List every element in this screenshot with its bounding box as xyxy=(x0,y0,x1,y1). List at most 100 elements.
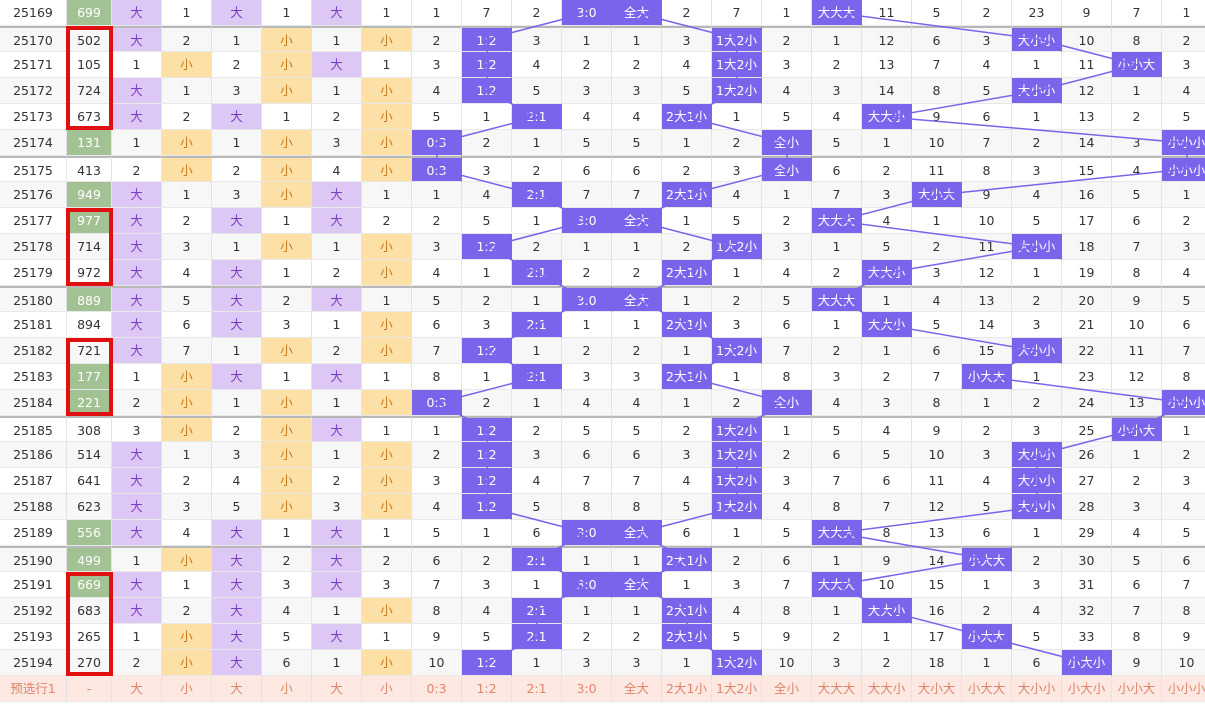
ratio-cell: 6 xyxy=(412,312,462,338)
triple-cell: 8 xyxy=(1162,364,1205,390)
footer-option-cell[interactable]: 大 xyxy=(312,676,362,702)
digit-bs-cell: 大 xyxy=(112,598,162,624)
ratio-cell: 4 xyxy=(462,598,512,624)
ratio-cell: 3 xyxy=(412,234,462,260)
triple-cell: 1 xyxy=(1012,260,1062,286)
ratio-cell: 8 xyxy=(562,494,612,520)
digit-bs-cell: 2 xyxy=(312,468,362,494)
highlight-box xyxy=(66,572,113,676)
digit-bs-cell: 大 xyxy=(212,572,262,598)
pattern-cell: 3 xyxy=(612,650,662,676)
footer-option-cell[interactable]: 全小 xyxy=(762,676,812,702)
triple-cell: 1 xyxy=(1012,104,1062,130)
period-cell: 25194 xyxy=(0,650,67,676)
ratio-cell: 1 xyxy=(512,130,562,156)
triple-cell: 6 xyxy=(962,520,1012,546)
triple-cell: 大大大 xyxy=(812,572,862,598)
ratio-cell: 1 xyxy=(462,364,512,390)
footer-option-cell[interactable]: 大 xyxy=(112,676,162,702)
ratio-cell: 1 xyxy=(512,572,562,598)
pattern-cell: 3 xyxy=(712,572,762,598)
footer-option-cell[interactable]: 小小大 xyxy=(1112,676,1162,702)
ratio-cell: 5 xyxy=(412,520,462,546)
ratio-cell: 2:1 xyxy=(512,104,562,130)
triple-cell: 7 xyxy=(912,52,962,78)
pattern-cell: 2 xyxy=(712,390,762,416)
footer-option-cell[interactable]: 大小大 xyxy=(912,676,962,702)
triple-cell: 29 xyxy=(1062,520,1112,546)
digit-bs-cell: 4 xyxy=(212,468,262,494)
digit-bs-cell: 1 xyxy=(262,520,312,546)
triple-cell: 26 xyxy=(1062,442,1112,468)
number-cell: 889 xyxy=(67,286,112,312)
digit-bs-cell: 小 xyxy=(262,78,312,104)
ratio-cell: 2 xyxy=(462,546,512,572)
period-cell: 25190 xyxy=(0,546,67,572)
digit-bs-cell: 2 xyxy=(362,546,412,572)
triple-cell: 6 xyxy=(1112,572,1162,598)
highlight-box xyxy=(66,26,113,130)
footer-number[interactable]: - xyxy=(67,676,112,702)
ratio-cell: 4 xyxy=(512,468,562,494)
ratio-cell: 5 xyxy=(462,208,512,234)
triple-cell: 7 xyxy=(812,182,862,208)
pattern-cell: 1 xyxy=(662,390,712,416)
pattern-cell: 5 xyxy=(762,520,812,546)
footer-option-cell[interactable]: 小 xyxy=(362,676,412,702)
footer-option-cell[interactable]: 2:1 xyxy=(512,676,562,702)
footer-option-cell[interactable]: 3:0 xyxy=(562,676,612,702)
triple-cell: 9 xyxy=(1112,286,1162,312)
pattern-cell: 1 xyxy=(712,104,762,130)
digit-bs-cell: 2 xyxy=(212,52,262,78)
triple-cell: 小大大 xyxy=(962,364,1012,390)
triple-cell: 8 xyxy=(1112,624,1162,650)
triple-cell: 5 xyxy=(1112,182,1162,208)
footer-option-cell[interactable]: 2大1小 xyxy=(662,676,712,702)
footer-option-cell[interactable]: 小小小 xyxy=(1162,676,1205,702)
triple-cell: 小大大 xyxy=(962,546,1012,572)
ratio-cell: 4 xyxy=(562,390,612,416)
pattern-cell: 全大 xyxy=(612,0,662,26)
triple-cell: 24 xyxy=(1062,390,1112,416)
pattern-cell: 2大1小 xyxy=(662,260,712,286)
digit-bs-cell: 小 xyxy=(262,442,312,468)
footer-label[interactable]: 预选行1 xyxy=(0,676,67,702)
ratio-cell: 2 xyxy=(562,624,612,650)
footer-option-cell[interactable]: 大大小 xyxy=(862,676,912,702)
digit-bs-cell: 小 xyxy=(162,364,212,390)
footer-option-cell[interactable]: 小大大 xyxy=(962,676,1012,702)
footer-option-cell[interactable]: 小 xyxy=(162,676,212,702)
digit-bs-cell: 小 xyxy=(262,494,312,520)
footer-option-cell[interactable]: 1:2 xyxy=(462,676,512,702)
triple-cell: 14 xyxy=(1062,130,1112,156)
pattern-cell: 1 xyxy=(612,312,662,338)
digit-bs-cell: 小 xyxy=(162,416,212,442)
triple-cell: 11 xyxy=(962,234,1012,260)
triple-cell: 14 xyxy=(912,546,962,572)
footer-option-cell[interactable]: 0:3 xyxy=(412,676,462,702)
digit-bs-cell: 大 xyxy=(112,208,162,234)
digit-bs-cell: 小 xyxy=(262,338,312,364)
triple-cell: 8 xyxy=(962,156,1012,182)
footer-option-cell[interactable]: 小 xyxy=(262,676,312,702)
ratio-cell: 6 xyxy=(412,546,462,572)
number-cell: 308 xyxy=(67,416,112,442)
triple-cell: 14 xyxy=(962,312,1012,338)
digit-bs-cell: 大 xyxy=(112,312,162,338)
triple-cell: 1 xyxy=(962,390,1012,416)
ratio-cell: 3:0 xyxy=(562,572,612,598)
footer-option-cell[interactable]: 小大小 xyxy=(1062,676,1112,702)
footer-option-cell[interactable]: 大小小 xyxy=(1012,676,1062,702)
pattern-cell: 2 xyxy=(662,156,712,182)
digit-bs-cell: 大 xyxy=(312,208,362,234)
footer-option-cell[interactable]: 1大2小 xyxy=(712,676,762,702)
digit-bs-cell: 大 xyxy=(312,182,362,208)
pattern-cell: 2 xyxy=(712,286,762,312)
triple-cell: 6 xyxy=(912,26,962,52)
footer-option-cell[interactable]: 大大大 xyxy=(812,676,862,702)
triple-cell: 9 xyxy=(1062,0,1112,26)
digit-bs-cell: 大 xyxy=(212,624,262,650)
footer-option-cell[interactable]: 大 xyxy=(212,676,262,702)
footer-option-cell[interactable]: 全大 xyxy=(612,676,662,702)
